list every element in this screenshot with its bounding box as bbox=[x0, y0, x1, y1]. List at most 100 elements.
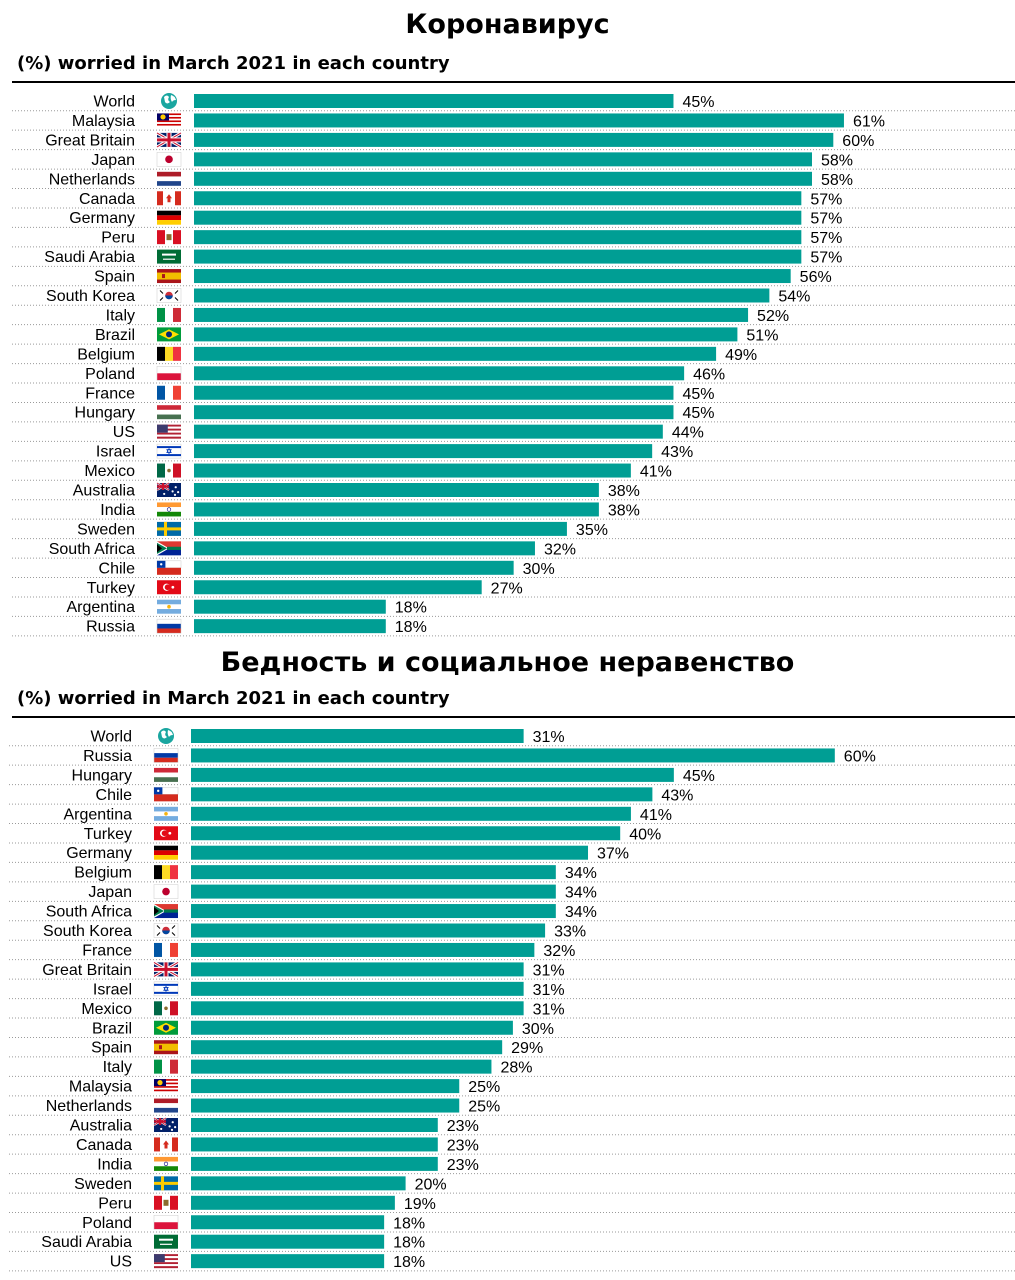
bar bbox=[191, 1040, 503, 1055]
us-flag-icon bbox=[154, 1254, 178, 1269]
bar-row: Brazil 30% bbox=[9, 1020, 1015, 1038]
value-label: 30% bbox=[522, 1021, 554, 1038]
bar bbox=[194, 463, 631, 478]
bar bbox=[191, 1156, 438, 1171]
category-label: Israel bbox=[93, 981, 132, 998]
bar bbox=[191, 845, 589, 860]
bar bbox=[194, 405, 674, 420]
japan-flag-icon bbox=[156, 152, 182, 167]
value-label: 19% bbox=[404, 1196, 436, 1213]
bar bbox=[194, 94, 674, 108]
category-label: Netherlands bbox=[49, 171, 135, 188]
bar bbox=[191, 1059, 492, 1074]
bar-row: Poland 46% bbox=[12, 366, 1015, 384]
value-label: 45% bbox=[682, 405, 714, 422]
bar-row: Hungary 45% bbox=[9, 767, 1015, 786]
bar-row: Saudi Arabia 18% bbox=[9, 1234, 1015, 1252]
bar-row: Argentina 41% bbox=[9, 806, 1015, 825]
bar bbox=[194, 191, 802, 206]
bar bbox=[191, 826, 621, 841]
australia-flag-icon bbox=[156, 482, 181, 497]
canada-flag-icon bbox=[157, 191, 181, 206]
value-label: 43% bbox=[661, 444, 693, 461]
bar-row: Poland 18% bbox=[9, 1215, 1015, 1233]
value-label: 58% bbox=[821, 172, 853, 189]
great-britain-flag-icon bbox=[153, 961, 179, 978]
category-label: Israel bbox=[96, 444, 135, 461]
value-label: 57% bbox=[810, 191, 842, 208]
category-label: Russia bbox=[83, 748, 132, 765]
value-label: 18% bbox=[393, 1254, 425, 1271]
bar-row: South Africa 34% bbox=[9, 904, 1015, 922]
bar-row: Japan 58% bbox=[12, 152, 1015, 170]
bar-row: Germany 37% bbox=[9, 845, 1015, 863]
spain-flag-icon bbox=[157, 269, 181, 284]
canada-flag-icon bbox=[154, 1137, 178, 1152]
bar-row: Turkey 27% bbox=[12, 580, 1015, 598]
bar bbox=[194, 385, 674, 400]
bar bbox=[194, 230, 802, 245]
category-label: Argentina bbox=[67, 599, 136, 616]
bar bbox=[194, 210, 802, 225]
category-label: Germany bbox=[66, 845, 132, 862]
bar-row: Great Britain 60% bbox=[12, 131, 1015, 151]
bar-chart-coronavirus: World 45% Malaysia 61% Great Britain 60% Japan… bbox=[12, 93, 1015, 637]
russia-flag-icon bbox=[156, 618, 182, 634]
bar bbox=[191, 1234, 385, 1249]
bar bbox=[194, 113, 844, 128]
bar bbox=[191, 962, 524, 977]
category-label: Chile bbox=[96, 787, 133, 804]
germany-flag-icon bbox=[157, 210, 181, 225]
bar-row: Sweden 35% bbox=[12, 521, 1015, 540]
category-label: Spain bbox=[94, 269, 135, 286]
value-label: 38% bbox=[608, 483, 640, 500]
peru-flag-icon bbox=[157, 230, 181, 245]
value-label: 49% bbox=[725, 347, 757, 364]
great-britain-flag-icon bbox=[156, 131, 182, 149]
india-flag-icon bbox=[157, 502, 181, 517]
brazil-flag-icon bbox=[157, 327, 181, 342]
bar-row: Italy 28% bbox=[9, 1059, 1015, 1077]
bar-row: Spain 29% bbox=[9, 1040, 1015, 1058]
category-label: Saudi Arabia bbox=[41, 1234, 132, 1251]
category-label: Saudi Arabia bbox=[44, 249, 135, 266]
category-label: Malaysia bbox=[72, 113, 135, 130]
bar bbox=[194, 249, 802, 264]
category-label: India bbox=[97, 1156, 132, 1173]
hungary-flag-icon bbox=[154, 767, 178, 782]
value-label: 38% bbox=[608, 502, 640, 519]
bar bbox=[194, 288, 770, 303]
bar-row: Germany 57% bbox=[12, 210, 1015, 228]
globe-flag-icon bbox=[158, 728, 174, 744]
value-label: 30% bbox=[523, 561, 555, 578]
bar bbox=[194, 619, 386, 634]
category-label: Belgium bbox=[77, 346, 135, 363]
bar-row: Israel 43% bbox=[12, 444, 1015, 462]
value-label: 58% bbox=[821, 152, 853, 169]
netherlands-flag-icon bbox=[154, 1098, 178, 1113]
bar-row: Australia 23% bbox=[9, 1117, 1015, 1136]
malaysia-flag-icon bbox=[157, 113, 181, 128]
category-label: World bbox=[94, 94, 136, 111]
category-label: Turkey bbox=[87, 580, 135, 597]
category-label: Mexico bbox=[81, 1001, 132, 1018]
value-label: 37% bbox=[597, 846, 629, 863]
chart-panel-coronavirus: Коронавирус (%) worried in March 2021 in… bbox=[12, 9, 1015, 637]
category-label: Argentina bbox=[64, 806, 133, 823]
value-label: 31% bbox=[533, 1001, 565, 1018]
bar bbox=[191, 1195, 395, 1210]
value-label: 27% bbox=[491, 580, 523, 597]
us-flag-icon bbox=[157, 424, 181, 439]
value-label: 31% bbox=[533, 729, 565, 746]
bar bbox=[194, 171, 812, 186]
bar-row: Argentina 18% bbox=[12, 599, 1015, 617]
value-label: 18% bbox=[393, 1215, 425, 1232]
bar-row: World 31% bbox=[9, 728, 1015, 747]
bar bbox=[194, 502, 599, 517]
category-label: Netherlands bbox=[46, 1098, 132, 1115]
bar bbox=[191, 729, 524, 743]
bar bbox=[191, 981, 524, 996]
category-label: Italy bbox=[106, 307, 135, 324]
value-label: 34% bbox=[565, 885, 597, 902]
value-label: 25% bbox=[468, 1079, 500, 1096]
